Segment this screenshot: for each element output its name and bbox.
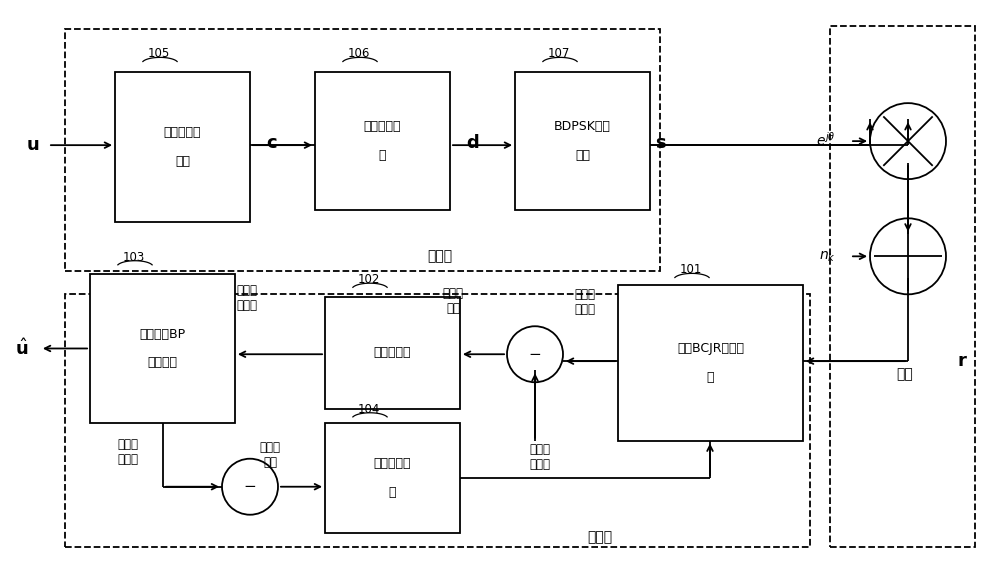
Text: 块: 块 bbox=[707, 371, 714, 384]
Text: 外码外
信息: 外码外 信息 bbox=[260, 441, 280, 469]
Text: −: − bbox=[529, 347, 541, 362]
Bar bbox=[90, 274, 235, 423]
Bar bbox=[315, 72, 450, 210]
Bar bbox=[325, 423, 460, 533]
Text: 解交织模块: 解交织模块 bbox=[374, 346, 411, 359]
Bar bbox=[325, 297, 460, 409]
Text: $\mathbf{u}$: $\mathbf{u}$ bbox=[26, 136, 40, 154]
Text: 块: 块 bbox=[389, 486, 396, 499]
Text: 107: 107 bbox=[548, 47, 570, 60]
Bar bbox=[830, 26, 975, 547]
Text: 外码后
验信息: 外码后 验信息 bbox=[118, 438, 138, 466]
Ellipse shape bbox=[222, 458, 278, 515]
Text: 发送机: 发送机 bbox=[427, 249, 453, 263]
Text: 译码模块: 译码模块 bbox=[147, 357, 177, 369]
Text: $n_k$: $n_k$ bbox=[819, 249, 836, 264]
Text: 接收机: 接收机 bbox=[587, 530, 613, 544]
Text: $\mathbf{r}$: $\mathbf{r}$ bbox=[957, 352, 967, 370]
Ellipse shape bbox=[507, 326, 563, 382]
Text: 内码外
信息: 内码外 信息 bbox=[442, 287, 464, 314]
Text: 相干BCJR检测模: 相干BCJR检测模 bbox=[677, 342, 744, 355]
Text: 内码先
验信息: 内码先 验信息 bbox=[530, 443, 550, 471]
Text: 极化码编码: 极化码编码 bbox=[164, 126, 201, 139]
Text: 105: 105 bbox=[148, 47, 170, 60]
Text: $\hat{\mathbf{u}}$: $\hat{\mathbf{u}}$ bbox=[15, 338, 29, 359]
Bar bbox=[65, 29, 660, 271]
Text: 第二交织模: 第二交织模 bbox=[364, 120, 401, 133]
Ellipse shape bbox=[870, 218, 946, 294]
Text: 外码先
验信息: 外码先 验信息 bbox=[237, 285, 258, 312]
Text: $\mathbf{d}$: $\mathbf{d}$ bbox=[466, 134, 480, 152]
Text: 106: 106 bbox=[348, 47, 370, 60]
Text: 极化码的BP: 极化码的BP bbox=[139, 328, 186, 340]
Text: 103: 103 bbox=[123, 251, 145, 264]
Text: 104: 104 bbox=[358, 403, 380, 416]
Text: 块: 块 bbox=[379, 149, 386, 162]
Text: BDPSK调制: BDPSK调制 bbox=[554, 120, 611, 133]
Ellipse shape bbox=[870, 103, 946, 179]
Bar bbox=[618, 285, 803, 441]
Bar bbox=[65, 294, 810, 547]
Bar bbox=[115, 72, 250, 222]
Text: $\mathbf{s}$: $\mathbf{s}$ bbox=[655, 134, 667, 152]
Text: 模块: 模块 bbox=[575, 149, 590, 162]
Bar bbox=[515, 72, 650, 210]
Text: 第一交织模: 第一交织模 bbox=[374, 457, 411, 470]
Text: 内码后
验信息: 内码后 验信息 bbox=[574, 289, 596, 316]
Text: 信道: 信道 bbox=[897, 367, 913, 381]
Text: 102: 102 bbox=[358, 273, 380, 286]
Text: −: − bbox=[244, 479, 256, 494]
Text: 模块: 模块 bbox=[175, 155, 190, 168]
Text: $\mathbf{c}$: $\mathbf{c}$ bbox=[266, 134, 278, 152]
Text: 101: 101 bbox=[680, 263, 702, 276]
Text: $e^{j\theta}$: $e^{j\theta}$ bbox=[816, 131, 836, 149]
